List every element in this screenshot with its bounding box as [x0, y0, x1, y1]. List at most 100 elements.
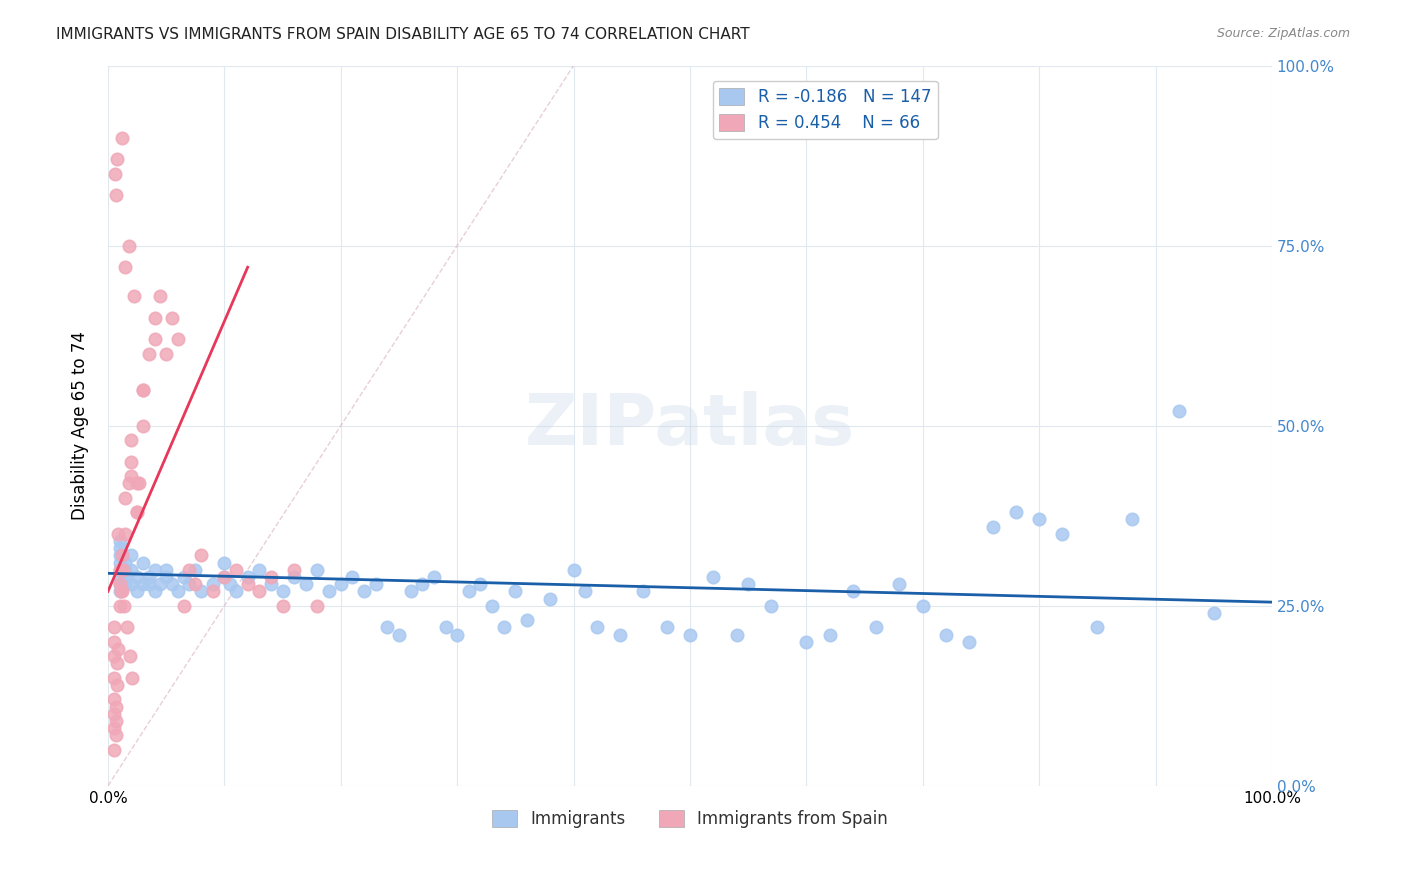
- Point: [138, 577, 160, 591]
- Point: [190, 549, 212, 563]
- Text: IMMIGRANTS VS IMMIGRANTS FROM SPAIN DISABILITY AGE 65 TO 74 CORRELATION CHART: IMMIGRANTS VS IMMIGRANTS FROM SPAIN DISA…: [56, 27, 749, 42]
- Point: [138, 570, 160, 584]
- Point: [173, 570, 195, 584]
- Point: [492, 620, 515, 634]
- Point: [110, 584, 132, 599]
- Point: [111, 130, 134, 145]
- Point: [107, 642, 129, 657]
- Point: [155, 346, 177, 360]
- Point: [364, 577, 387, 591]
- Point: [118, 238, 141, 252]
- Point: [725, 627, 748, 641]
- Point: [481, 599, 503, 613]
- Point: [702, 570, 724, 584]
- Point: [434, 620, 457, 634]
- Point: [108, 541, 131, 555]
- Point: [127, 584, 149, 599]
- Point: [132, 577, 155, 591]
- Point: [114, 577, 136, 591]
- Point: [108, 563, 131, 577]
- Point: [103, 634, 125, 648]
- Point: [149, 577, 172, 591]
- Point: [114, 491, 136, 505]
- Point: [155, 570, 177, 584]
- Point: [1121, 512, 1143, 526]
- Point: [470, 577, 492, 591]
- Point: [103, 743, 125, 757]
- Point: [149, 289, 172, 303]
- Point: [236, 570, 259, 584]
- Point: [260, 570, 283, 584]
- Point: [143, 584, 166, 599]
- Point: [160, 577, 183, 591]
- Point: [214, 556, 236, 570]
- Point: [329, 577, 352, 591]
- Point: [104, 167, 127, 181]
- Point: [143, 332, 166, 346]
- Point: [981, 519, 1004, 533]
- Point: [609, 627, 631, 641]
- Point: [108, 570, 131, 584]
- Point: [260, 577, 283, 591]
- Point: [342, 570, 364, 584]
- Point: [173, 599, 195, 613]
- Point: [842, 584, 865, 599]
- Point: [108, 549, 131, 563]
- Point: [214, 570, 236, 584]
- Point: [375, 620, 398, 634]
- Text: ZIPatlas: ZIPatlas: [524, 392, 855, 460]
- Point: [160, 310, 183, 325]
- Point: [120, 455, 142, 469]
- Point: [103, 706, 125, 721]
- Point: [318, 584, 340, 599]
- Point: [108, 577, 131, 591]
- Point: [155, 563, 177, 577]
- Point: [423, 570, 446, 584]
- Point: [225, 584, 247, 599]
- Point: [283, 563, 305, 577]
- Point: [271, 584, 294, 599]
- Point: [105, 728, 128, 742]
- Point: [865, 620, 887, 634]
- Point: [1085, 620, 1108, 634]
- Point: [737, 577, 759, 591]
- Point: [128, 476, 150, 491]
- Point: [1202, 606, 1225, 620]
- Point: [911, 599, 934, 613]
- Text: Source: ZipAtlas.com: Source: ZipAtlas.com: [1216, 27, 1350, 40]
- Point: [143, 310, 166, 325]
- Y-axis label: Disability Age 65 to 74: Disability Age 65 to 74: [72, 331, 89, 520]
- Point: [411, 577, 433, 591]
- Point: [184, 577, 207, 591]
- Point: [283, 570, 305, 584]
- Point: [120, 469, 142, 483]
- Point: [127, 570, 149, 584]
- Point: [353, 584, 375, 599]
- Point: [219, 577, 242, 591]
- Point: [103, 692, 125, 706]
- Point: [127, 476, 149, 491]
- Point: [120, 433, 142, 447]
- Point: [108, 563, 131, 577]
- Point: [1005, 505, 1028, 519]
- Point: [761, 599, 783, 613]
- Point: [655, 620, 678, 634]
- Point: [114, 563, 136, 577]
- Point: [118, 476, 141, 491]
- Point: [103, 671, 125, 685]
- Point: [1052, 526, 1074, 541]
- Point: [114, 570, 136, 584]
- Point: [127, 505, 149, 519]
- Point: [108, 533, 131, 548]
- Point: [794, 634, 817, 648]
- Point: [120, 549, 142, 563]
- Point: [818, 627, 841, 641]
- Point: [111, 549, 134, 563]
- Point: [166, 584, 188, 599]
- Legend: Immigrants, Immigrants from Spain: Immigrants, Immigrants from Spain: [485, 804, 894, 835]
- Point: [585, 620, 607, 634]
- Point: [103, 620, 125, 634]
- Point: [574, 584, 596, 599]
- Point: [307, 563, 329, 577]
- Point: [388, 627, 411, 641]
